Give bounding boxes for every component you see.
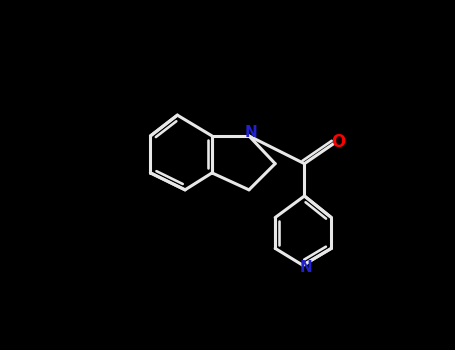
Text: O: O bbox=[331, 133, 345, 151]
Text: N: N bbox=[245, 125, 258, 140]
Text: N: N bbox=[299, 260, 312, 275]
